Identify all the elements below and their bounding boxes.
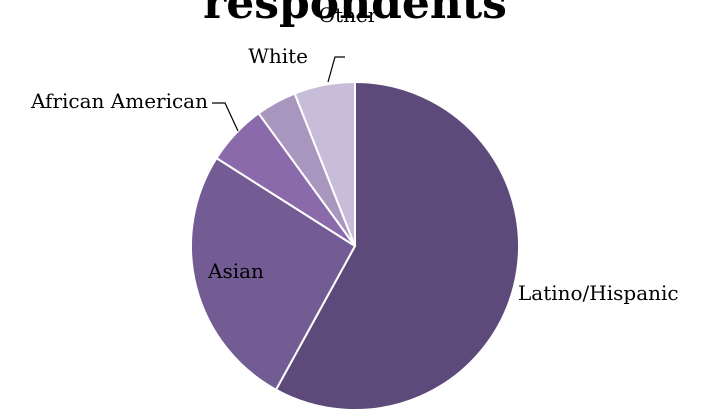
slice-label-latino-hispanic: Latino/Hispanic (518, 281, 679, 305)
slice-label-other: Other (319, 3, 378, 27)
pie-slices (189, 80, 520, 411)
slice-label-white: White (248, 44, 308, 68)
slice-labels: Latino/Hispanic Asian African American Whit… (30, 3, 679, 305)
slice-label-asian: Asian (207, 259, 264, 283)
leader-lines (212, 56, 345, 132)
slice-label-african-american: African American (30, 89, 208, 113)
pie-slice-latino-hispanic (274, 80, 520, 411)
pie-slice-other (293, 80, 356, 247)
pie-slice-asian (189, 156, 357, 392)
leader-line-other (327, 56, 345, 83)
chart-title: respondents (203, 0, 507, 29)
leader-line-african-american (212, 102, 239, 132)
